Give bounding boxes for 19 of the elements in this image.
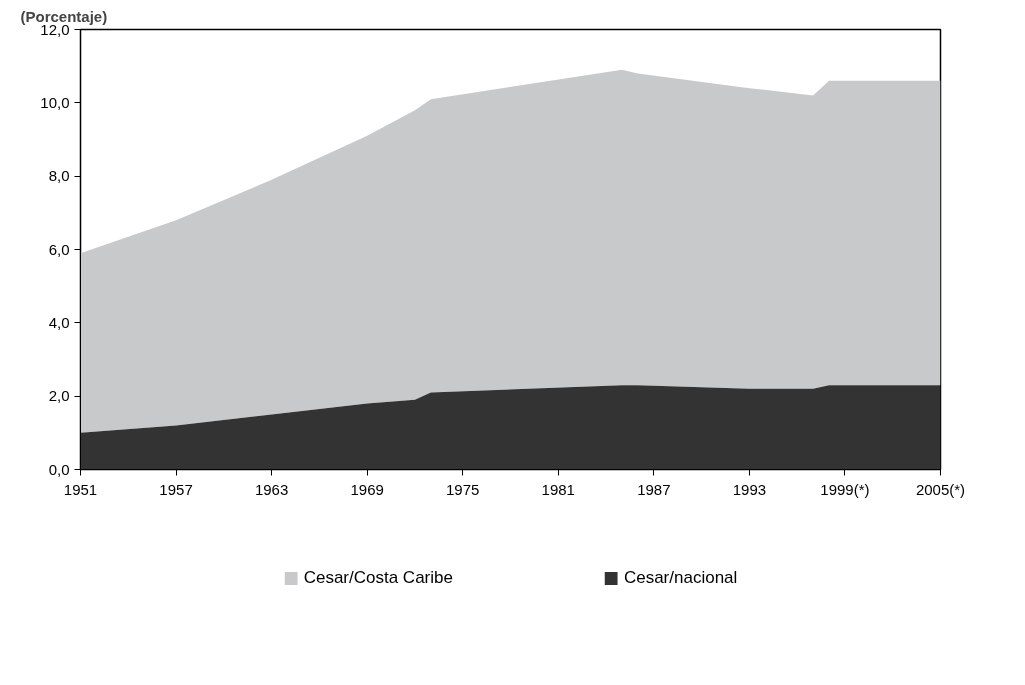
x-tick-label: 1963 (254, 480, 289, 498)
y-tick-label: 4,0 (48, 313, 70, 331)
y-tick-label: 2,0 (48, 387, 70, 405)
x-tick-label: 1969 (350, 480, 384, 498)
x-tick-label: 1987 (637, 480, 671, 498)
x-tick-label: 1999(*) (820, 480, 870, 498)
x-tick-label: 1975 (446, 480, 480, 498)
y-tick-label: 6,0 (48, 240, 70, 258)
x-tick-label: 1957 (159, 480, 193, 498)
y-tick-label: 10,0 (40, 93, 70, 111)
x-tick-label: 1951 (63, 480, 98, 498)
x-tick-label: 1981 (541, 480, 575, 498)
x-tick-label: 1993 (732, 480, 767, 498)
y-tick-label: 8,0 (48, 167, 70, 185)
x-tick-label: 2005(*) (915, 480, 966, 498)
legend-label: Cesar/Costa Caribe (303, 567, 453, 588)
legend-label: Cesar/nacional (623, 567, 738, 588)
y-tick-label: 0,0 (48, 460, 70, 478)
y-axis-title: (Porcentaje) (20, 7, 108, 25)
